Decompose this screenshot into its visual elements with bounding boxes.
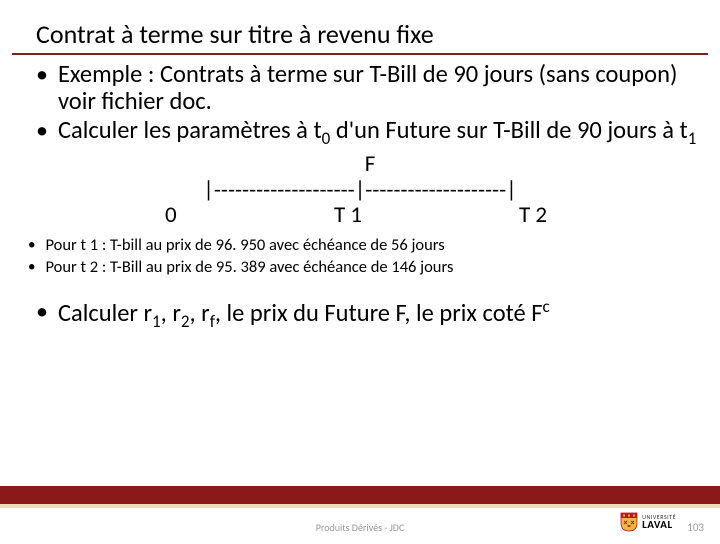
small-bullet-1-text: Pour t 1 : T-bill au prix de 96. 950 ave…	[45, 236, 444, 256]
text: , r	[190, 298, 210, 328]
subscript: 1	[152, 311, 161, 332]
text: , le prix du Future F, le prix coté F	[215, 298, 543, 328]
bullet-1-text: Exemple : Contrats à terme sur T-Bill de…	[58, 61, 700, 115]
bullet-1: • Exemple : Contrats à terme sur T-Bill …	[36, 61, 700, 115]
timeline-label-t2: T 2	[519, 203, 559, 228]
footer: Produits Dérivés - JDC UNIVERSITÉ LAVAL …	[0, 486, 720, 540]
timeline-labels: 0 T 1 T 2	[0, 203, 720, 228]
final-bullet-text: Calculer r1, r2, rf, le prix du Future F…	[58, 298, 550, 332]
university-logo: UNIVERSITÉ LAVAL	[620, 512, 676, 532]
small-bullet-2-text: Pour t 2 : T-Bill au prix de 95. 389 ave…	[45, 258, 453, 278]
shield-icon	[620, 512, 638, 532]
timeline-dashes: |--------------------|------------------…	[0, 178, 720, 203]
timeline-f-label: F	[0, 152, 720, 177]
subscript: 2	[181, 311, 190, 332]
body-list: • Exemple : Contrats à terme sur T-Bill …	[0, 55, 720, 148]
footer-accent-bar	[0, 486, 720, 504]
timeline-label-t1: T 1	[334, 203, 519, 228]
footer-body: Produits Dérivés - JDC UNIVERSITÉ LAVAL …	[0, 508, 720, 544]
small-bullet-list: • Pour t 1 : T-bill au prix de 96. 950 a…	[0, 228, 720, 278]
subscript: 0	[322, 128, 331, 149]
slide-title: Contrat à terme sur titre à revenu fixe	[0, 0, 720, 53]
text: d'un Future sur T-Bill de 90 jours à t	[330, 115, 687, 145]
small-bullet-2: • Pour t 2 : T-Bill au prix de 95. 389 a…	[28, 258, 700, 278]
bullet-marker: •	[28, 236, 35, 256]
logo-text: UNIVERSITÉ LAVAL	[642, 515, 676, 529]
subscript: 1	[688, 128, 697, 149]
small-bullet-1: • Pour t 1 : T-bill au prix de 96. 950 a…	[28, 236, 700, 256]
text: Calculer les paramètres à t	[58, 115, 322, 145]
logo-line-2: LAVAL	[642, 520, 676, 529]
final-bullet: • Calculer r1, r2, rf, le prix du Future…	[0, 280, 720, 332]
timeline-label-0: 0	[161, 203, 334, 228]
bullet-2-text: Calculer les paramètres à t0 d'un Future…	[58, 117, 696, 149]
slide: Contrat à terme sur titre à revenu fixe …	[0, 0, 720, 540]
footer-text: Produits Dérivés - JDC	[316, 521, 405, 534]
timeline: F |--------------------|----------------…	[0, 152, 720, 228]
text: , r	[161, 298, 181, 328]
page-number: 103	[687, 521, 704, 534]
bullet-marker: •	[36, 298, 48, 326]
bullet-marker: •	[28, 258, 35, 278]
superscript: c	[543, 296, 550, 317]
text: Calculer r	[58, 298, 152, 328]
bullet-2: • Calculer les paramètres à t0 d'un Futu…	[36, 117, 700, 149]
bullet-marker: •	[36, 117, 48, 145]
bullet-marker: •	[36, 61, 48, 89]
